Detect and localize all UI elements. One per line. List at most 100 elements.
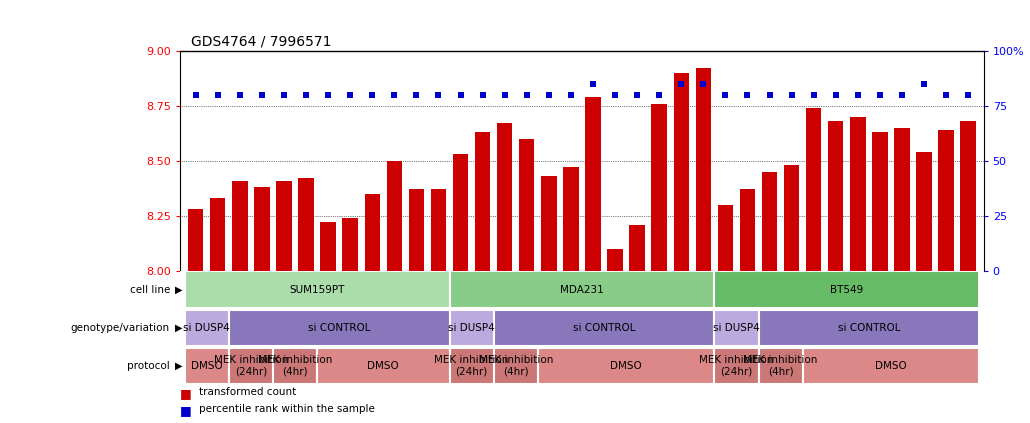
Point bbox=[518, 91, 535, 98]
Bar bbox=[784, 165, 799, 271]
Bar bbox=[938, 130, 954, 271]
Point bbox=[187, 91, 204, 98]
Text: ▶: ▶ bbox=[175, 361, 182, 371]
Bar bbox=[740, 190, 755, 271]
Text: MEK inhibition
(4hr): MEK inhibition (4hr) bbox=[744, 355, 818, 377]
Point bbox=[629, 91, 646, 98]
Text: DMSO: DMSO bbox=[610, 361, 642, 371]
Bar bbox=[695, 69, 711, 271]
Bar bbox=[674, 73, 689, 271]
Text: si CONTROL: si CONTROL bbox=[573, 323, 636, 333]
Bar bbox=[254, 187, 270, 271]
Point bbox=[607, 91, 623, 98]
Point bbox=[585, 80, 602, 87]
Point bbox=[364, 91, 380, 98]
Point bbox=[960, 91, 976, 98]
Bar bbox=[872, 132, 888, 271]
Point bbox=[850, 91, 866, 98]
Text: protocol: protocol bbox=[127, 361, 170, 371]
Text: ■: ■ bbox=[180, 404, 192, 417]
Point bbox=[320, 91, 337, 98]
Bar bbox=[762, 172, 778, 271]
Point bbox=[475, 91, 491, 98]
Point bbox=[761, 91, 778, 98]
Bar bbox=[431, 190, 446, 271]
Bar bbox=[541, 176, 556, 271]
Bar bbox=[273, 348, 317, 384]
Bar bbox=[365, 194, 380, 271]
Bar bbox=[496, 124, 512, 271]
Bar bbox=[409, 190, 424, 271]
Bar bbox=[563, 168, 579, 271]
Point bbox=[740, 91, 756, 98]
Text: BT549: BT549 bbox=[830, 285, 863, 295]
Bar bbox=[342, 218, 358, 271]
Bar bbox=[449, 310, 493, 346]
Point bbox=[695, 80, 712, 87]
Bar bbox=[475, 132, 490, 271]
Bar bbox=[317, 348, 449, 384]
Bar bbox=[585, 97, 600, 271]
Bar bbox=[802, 348, 980, 384]
Bar bbox=[960, 121, 975, 271]
Bar bbox=[608, 249, 623, 271]
Bar bbox=[629, 225, 645, 271]
Bar bbox=[320, 222, 336, 271]
Bar bbox=[184, 272, 449, 308]
Bar bbox=[715, 348, 758, 384]
Text: ▶: ▶ bbox=[175, 323, 182, 333]
Bar bbox=[651, 104, 666, 271]
Bar bbox=[493, 348, 538, 384]
Point bbox=[827, 91, 844, 98]
Text: transformed count: transformed count bbox=[199, 387, 296, 397]
Bar bbox=[187, 209, 203, 271]
Bar bbox=[519, 139, 535, 271]
Point bbox=[298, 91, 314, 98]
Bar bbox=[758, 348, 802, 384]
Bar bbox=[538, 348, 715, 384]
Point bbox=[562, 91, 579, 98]
Text: MEK inhibition
(24hr): MEK inhibition (24hr) bbox=[435, 355, 509, 377]
Bar bbox=[184, 348, 229, 384]
Text: DMSO: DMSO bbox=[191, 361, 222, 371]
Point bbox=[916, 80, 932, 87]
Point bbox=[452, 91, 469, 98]
Point bbox=[496, 91, 513, 98]
Point bbox=[386, 91, 403, 98]
Bar bbox=[715, 310, 758, 346]
Text: MEK inhibition
(24hr): MEK inhibition (24hr) bbox=[213, 355, 288, 377]
Text: ▶: ▶ bbox=[175, 285, 182, 295]
Point bbox=[209, 91, 226, 98]
Bar bbox=[299, 179, 314, 271]
Text: MEK inhibition
(24hr): MEK inhibition (24hr) bbox=[699, 355, 774, 377]
Point bbox=[342, 91, 358, 98]
Bar bbox=[917, 152, 932, 271]
Point bbox=[894, 91, 911, 98]
Bar bbox=[386, 161, 402, 271]
Point bbox=[232, 91, 248, 98]
Text: si DUSP4: si DUSP4 bbox=[713, 323, 760, 333]
Text: genotype/variation: genotype/variation bbox=[71, 323, 170, 333]
Text: si CONTROL: si CONTROL bbox=[308, 323, 371, 333]
Bar bbox=[184, 310, 229, 346]
Text: si DUSP4: si DUSP4 bbox=[183, 323, 230, 333]
Text: MEK inhibition
(4hr): MEK inhibition (4hr) bbox=[479, 355, 553, 377]
Text: GDS4764 / 7996571: GDS4764 / 7996571 bbox=[191, 35, 331, 49]
Bar bbox=[805, 108, 821, 271]
Text: MDA231: MDA231 bbox=[560, 285, 604, 295]
Text: ■: ■ bbox=[180, 387, 192, 400]
Text: si CONTROL: si CONTROL bbox=[837, 323, 900, 333]
Point bbox=[805, 91, 822, 98]
Bar bbox=[276, 181, 291, 271]
Text: cell line: cell line bbox=[130, 285, 170, 295]
Point bbox=[717, 91, 733, 98]
Bar bbox=[232, 181, 247, 271]
Bar bbox=[449, 272, 715, 308]
Text: MEK inhibition
(4hr): MEK inhibition (4hr) bbox=[258, 355, 333, 377]
Bar bbox=[828, 121, 844, 271]
Point bbox=[276, 91, 293, 98]
Point bbox=[784, 91, 800, 98]
Point bbox=[871, 91, 888, 98]
Bar bbox=[453, 154, 469, 271]
Bar bbox=[715, 272, 980, 308]
